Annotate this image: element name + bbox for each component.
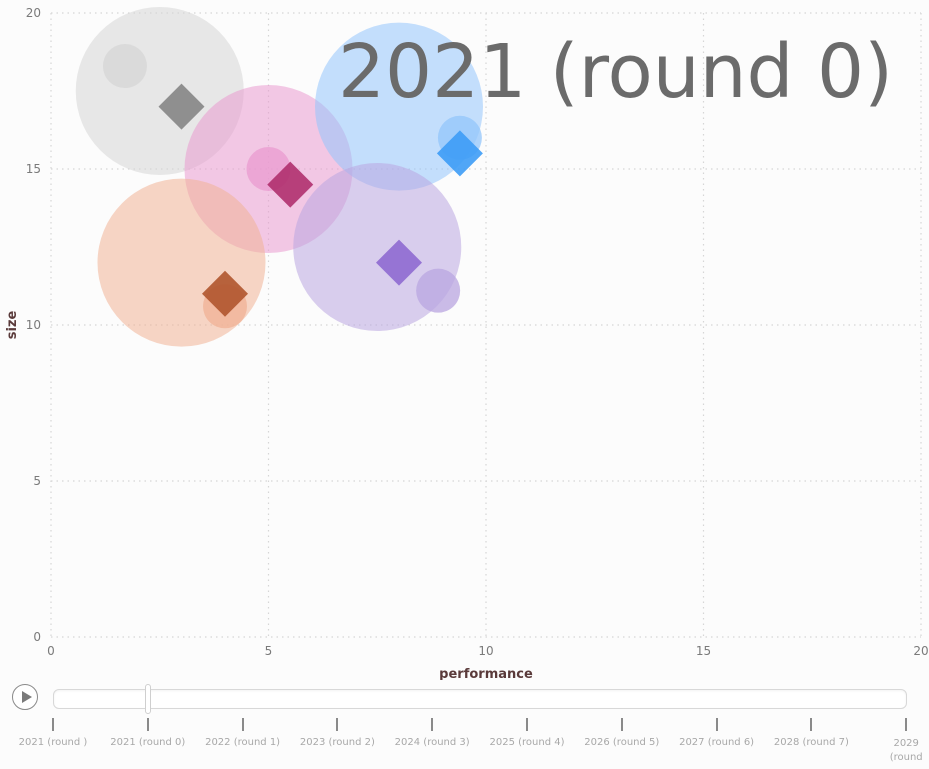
y-tick-label: 15	[26, 162, 41, 176]
bubble-small	[102, 44, 147, 89]
frame-tick	[52, 718, 54, 731]
chart-bubbles	[75, 7, 483, 347]
frame-tick-label[interactable]: 2021 (round 0)	[110, 737, 186, 748]
frame-tick-label[interactable]: 2023 (round 2)	[299, 737, 375, 748]
x-tick-label: 0	[47, 644, 55, 658]
frame-tick	[715, 718, 718, 731]
y-tick-label: 20	[26, 6, 41, 20]
frame-tick	[526, 718, 528, 731]
diamond-marker	[267, 161, 314, 208]
frame-slider[interactable]	[53, 689, 907, 709]
play-button[interactable]	[12, 684, 38, 710]
frame-tick-label[interactable]: 2027 (round 6)	[679, 737, 755, 748]
x-tick-label: 10	[478, 644, 493, 658]
x-tick-label: 20	[913, 644, 928, 658]
frame-tick	[241, 718, 244, 731]
frame-tick-label[interactable]: 2028 (round 7)	[773, 737, 849, 748]
frame-player: 2021 (round ) 2021 (round 0) 2022 (round 1…	[0, 682, 929, 769]
diamond-marker	[158, 83, 205, 130]
x-tick-label: 5	[265, 644, 273, 658]
diamond-marker	[436, 130, 483, 177]
frame-tick-label[interactable]: 2029 (round	[889, 738, 923, 763]
slider-thumb[interactable]	[144, 684, 151, 714]
frame-tick-label[interactable]: 2024 (round 3)	[394, 737, 470, 748]
y-tick-label: 5	[33, 474, 41, 488]
frame-tick-label[interactable]: 2021 (round )	[18, 737, 88, 748]
y-tick-label: 10	[26, 318, 41, 332]
x-tick-label: 15	[696, 644, 711, 658]
frame-tick	[905, 718, 908, 731]
frame-tick-label[interactable]: 2025 (round 4)	[489, 737, 565, 748]
play-icon	[22, 691, 32, 703]
frame-tick	[146, 718, 149, 731]
frame-tick	[620, 718, 623, 731]
diamond-marker	[376, 239, 422, 286]
axis-ticks: 0 5 10 15 20 0 5 10 15 20	[26, 6, 929, 658]
frame-label: 2021 (round 0)	[338, 29, 893, 115]
frame-tick	[336, 718, 339, 731]
bubble-small	[416, 268, 461, 313]
frame-tick	[810, 718, 813, 731]
frame-tick-label[interactable]: 2022 (round 1)	[205, 737, 281, 748]
x-axis-title: performance	[439, 667, 533, 680]
bubble-chart: 0 5 10 15 20 0 5 10 15 20 2021 (round 0) performa…	[5, 6, 929, 680]
chart-grid	[50, 12, 922, 638]
frame-tick	[431, 718, 434, 731]
y-tick-label: 0	[33, 630, 41, 644]
y-axis-title: size	[5, 311, 20, 340]
frame-tick-label[interactable]: 2026 (round 5)	[584, 737, 660, 748]
diamond-marker	[202, 270, 248, 317]
